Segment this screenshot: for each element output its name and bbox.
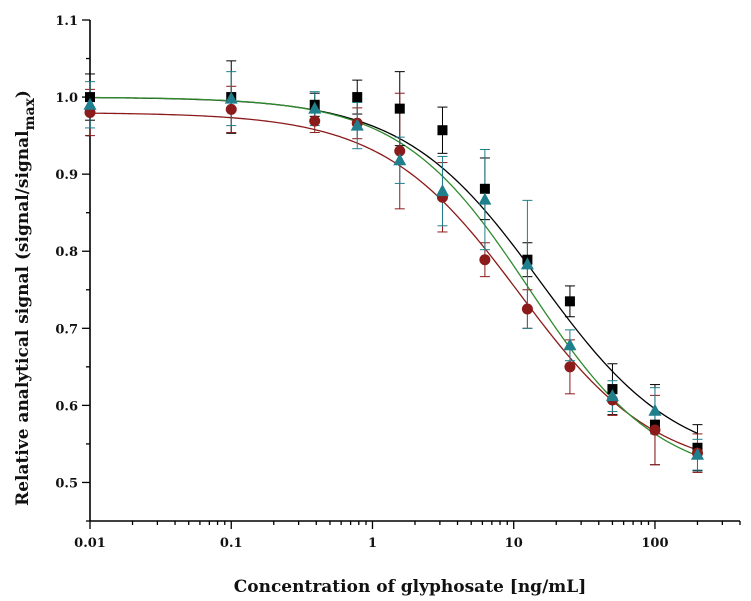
- circle-point: [225, 103, 237, 115]
- triangle-point: [690, 447, 704, 460]
- x-tick-label: 100: [641, 536, 668, 551]
- y-tick-label: 0.8: [55, 245, 78, 260]
- triangle-point: [563, 338, 577, 351]
- square-point: [564, 296, 575, 307]
- error-bars: [85, 60, 703, 473]
- y-axis-label: Relative analytical signal (signal/signa…: [13, 90, 38, 506]
- x-tick-label: 0.01: [74, 536, 106, 551]
- square-point: [394, 103, 405, 114]
- triangle-point: [605, 389, 619, 402]
- circle-point: [649, 424, 661, 436]
- triangle-point: [520, 257, 534, 270]
- data-points: [83, 91, 704, 460]
- y-axis-label-subscript: max: [22, 97, 38, 130]
- fit-curves: [89, 96, 698, 457]
- x-tick-label: 1: [368, 536, 377, 551]
- y-tick-label: 0.5: [55, 476, 78, 491]
- square-point: [352, 92, 363, 103]
- triangle-point: [308, 101, 322, 114]
- triangle-point: [224, 91, 238, 104]
- x-tick-label: 10: [505, 536, 523, 551]
- fit-curve: [89, 96, 698, 434]
- triangle-point: [435, 184, 449, 197]
- square-point: [437, 125, 448, 136]
- circle-point: [521, 303, 533, 315]
- triangle-point: [83, 97, 97, 110]
- y-tick-label: 0.6: [55, 399, 78, 414]
- triangle-point: [478, 192, 492, 205]
- x-axis-label: Concentration of glyphosate [ng/mL]: [234, 577, 587, 597]
- circle-point: [564, 361, 576, 373]
- fit-curve: [89, 112, 698, 451]
- y-axis-label-main: Relative analytical signal (signal/signa…: [13, 130, 33, 506]
- circle-point: [479, 254, 491, 266]
- triangle-point: [648, 403, 662, 416]
- axes: [89, 20, 740, 522]
- circle-point: [309, 115, 321, 127]
- circle-point: [394, 145, 406, 157]
- x-tick-label: 0.1: [220, 536, 243, 551]
- y-tick-label: 1.1: [55, 14, 78, 29]
- y-tick-label: 0.9: [55, 168, 78, 183]
- y-tick-label: 1.0: [55, 91, 78, 106]
- triangle-point: [350, 118, 364, 131]
- square-point: [85, 92, 95, 103]
- y-axis-label-close: ): [13, 90, 33, 98]
- fit-curve: [89, 96, 698, 457]
- triangle-point: [393, 153, 407, 166]
- ticks: 0.5 0.6 0.7 0.8 0.9 1.0 1.1 0.01 0.1 1 10 100: [55, 14, 741, 551]
- square-point: [479, 183, 490, 194]
- y-tick-label: 0.7: [55, 322, 78, 337]
